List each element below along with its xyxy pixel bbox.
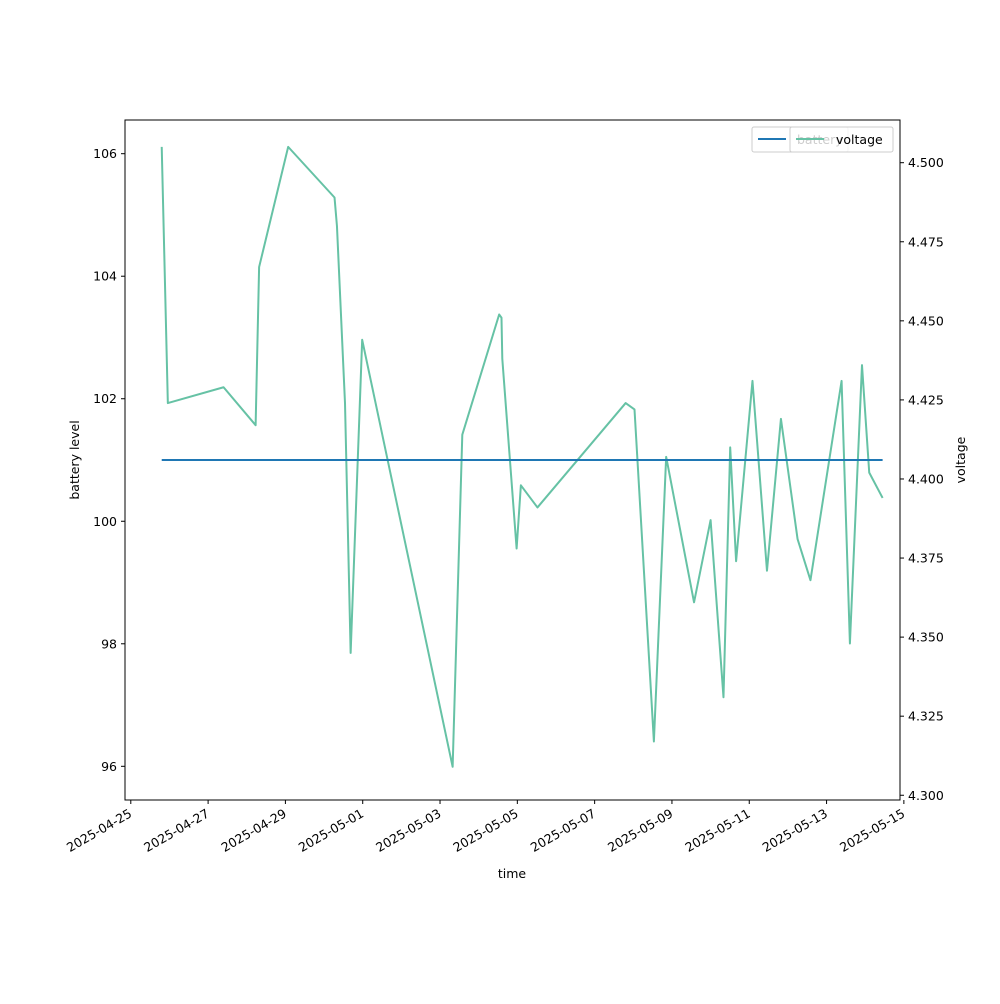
y-axis-right: 4.300 4.325 4.350 4.375 4.400 4.425 4.450 4.475… (900, 155, 944, 803)
x-tick-label: 2025-05-13 (760, 806, 830, 855)
y-right-tick-label: 4.500 (908, 155, 944, 170)
y-right-tick-label: 4.300 (908, 788, 944, 803)
series-line-voltage (160, 145, 884, 768)
y-left-tick-label: 104 (93, 269, 117, 284)
x-tick-label: 2025-04-27 (141, 806, 211, 855)
y-right-tick-label: 4.425 (908, 392, 944, 407)
x-axis-label: time (498, 866, 527, 881)
legend-voltage-frame (789, 126, 894, 153)
x-tick-label: 2025-05-05 (450, 806, 520, 855)
x-tick-label: 2025-04-29 (218, 806, 288, 855)
legend-voltage-label: voltage (836, 132, 883, 147)
x-axis: 2025-04-25 2025-04-27 2025-04-29 2025-05-01… (64, 800, 907, 855)
y-left-tick-label: 106 (93, 146, 117, 161)
y-axis-left-label: battery level (67, 420, 82, 499)
y-right-tick-label: 4.350 (908, 630, 944, 645)
x-tick-label: 2025-05-07 (528, 806, 598, 855)
y-right-tick-label: 4.475 (908, 234, 944, 249)
legend-voltage: voltage (789, 126, 894, 153)
x-tick-label: 2025-05-09 (605, 806, 675, 855)
x-tick-label: 2025-04-25 (64, 806, 134, 855)
y-left-tick-label: 102 (93, 391, 117, 406)
y-left-tick-label: 100 (93, 514, 117, 529)
plot-frame (124, 119, 901, 801)
y-axis-right-label: voltage (953, 436, 968, 483)
y-right-tick-label: 4.325 (908, 709, 944, 724)
x-tick-label: 2025-05-11 (682, 806, 752, 855)
x-tick-label: 2025-05-15 (837, 806, 907, 855)
y-right-tick-label: 4.375 (908, 551, 944, 566)
y-right-tick-label: 4.400 (908, 471, 944, 486)
x-tick-label: 2025-05-03 (373, 806, 443, 855)
series-layer (160, 145, 884, 768)
x-tick-label: 2025-05-01 (296, 806, 366, 855)
y-axis-left: 96 98 100 102 104 106 (93, 146, 125, 774)
y-left-tick-label: 96 (101, 759, 117, 774)
y-right-tick-label: 4.450 (908, 313, 944, 328)
y-left-tick-label: 98 (101, 636, 117, 651)
